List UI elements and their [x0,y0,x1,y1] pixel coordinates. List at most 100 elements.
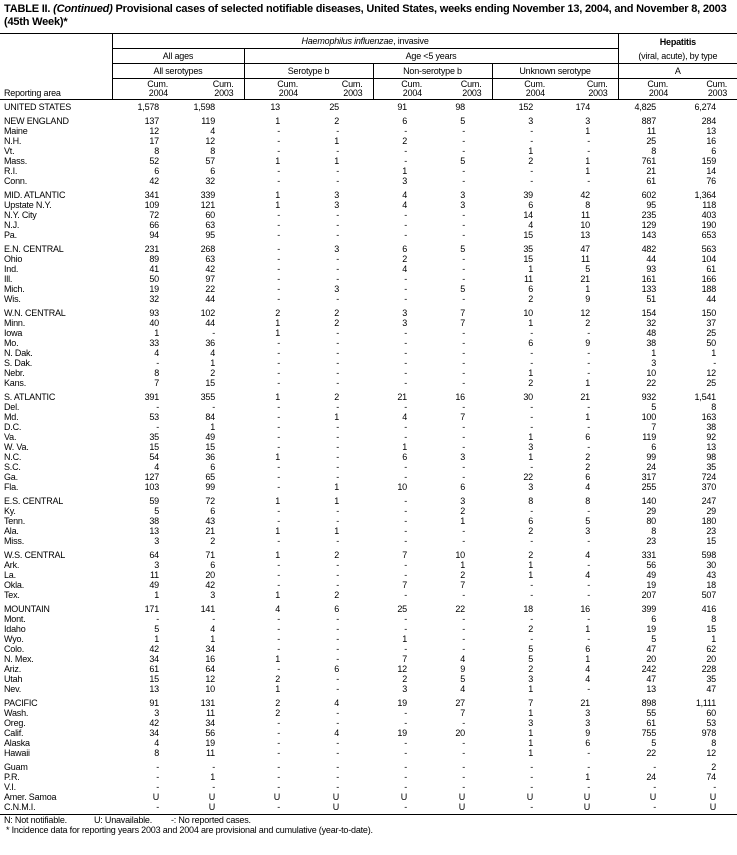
table-title: TABLE II. (Continued) Provisional cases … [0,0,737,33]
value-cell: - [277,126,280,136]
value-cell: 7 [460,318,465,328]
value-cell: 6 [460,482,465,492]
value-cell: 25 [397,604,407,614]
disease-hepatitis-header: Hepatitis [617,33,737,49]
value-cell: 119 [642,432,656,442]
value-cell: 6 [402,244,407,254]
value-cell: 355 [200,392,216,402]
table-row: N. Mex. 34 16 1 - 7 4 5 1 20 20 [0,654,737,664]
value-cell: 25 [646,136,656,146]
value-cell: - [462,762,465,772]
reporting-area-cell: Okla. [4,580,25,590]
value-cell: - [404,472,407,482]
value-cell: - [336,176,339,186]
cum-2003-header: Cum. 2003 [432,78,492,100]
value-cell: U [208,802,216,812]
value-cell: 4 [210,348,215,358]
value-cell: 2 [402,254,407,264]
value-cell: - [462,254,465,264]
value-cell: 2 [275,674,280,684]
value-cell: 25 [706,328,716,338]
value-cell: 12 [397,664,407,674]
value-cell: 42 [149,644,159,654]
value-cell: - [336,422,339,432]
value-cell: 64 [149,550,159,560]
value-cell: 21 [580,698,590,708]
value-cell: 1 [334,412,339,422]
table-row: V.I. - - - - - - - - - - [0,782,737,792]
value-cell: 8 [651,146,656,156]
value-cell: - [462,432,465,442]
value-cell: 17 [149,136,159,146]
value-cell: 174 [575,102,591,112]
value-cell: 5 [154,624,159,634]
value-cell: 1 [711,348,716,358]
value-cell: - [530,802,533,812]
value-cell: 1,111 [695,698,716,708]
value-cell: 18 [706,580,716,590]
value-cell: - [277,244,280,254]
reporting-area-cell: Ky. [4,506,16,516]
value-cell: 1 [275,318,280,328]
value-cell: - [404,328,407,338]
value-cell: 72 [149,210,159,220]
value-cell: - [277,136,280,146]
table-row: Oreg. 42 34 - - - - 3 3 61 53 [0,718,737,728]
reporting-area-header: Reporting area [0,78,112,100]
value-cell: 3 [585,526,590,536]
value-cell: - [277,738,280,748]
cum-2004-header: Cum. 2004 [111,78,178,100]
value-cell: - [336,210,339,220]
table-row: UNITED STATES 1,578 1,598 13 25 91 98 152 174 4,8… [0,102,737,112]
value-cell: 1 [334,496,339,506]
reporting-area-cell: Guam [4,762,28,772]
value-cell: - [277,284,280,294]
value-cell: - [277,230,280,240]
value-cell: 4 [210,624,215,634]
value-cell: - [277,412,280,422]
value-cell: 109 [144,200,160,210]
value-cell: - [277,772,280,782]
value-cell: - [462,718,465,728]
table-row: Ky. 5 6 - - - 2 - - 29 29 [0,506,737,516]
value-cell: - [336,254,339,264]
value-cell: - [277,472,280,482]
value-cell: 61 [646,176,656,186]
value-cell: 12 [205,674,215,684]
value-cell: 2 [528,550,533,560]
value-cell: - [277,614,280,624]
value-cell: 25 [706,378,716,388]
value-cell: - [277,570,280,580]
value-cell: - [404,762,407,772]
reporting-area-cell: Hawaii [4,748,30,758]
value-cell: 5 [460,244,465,254]
value-cell: - [462,748,465,758]
table-row: Mich. 19 22 - 3 - 5 6 1 133 188 [0,284,737,294]
reporting-area-cell: UNITED STATES [4,102,72,112]
value-cell: 6 [711,146,716,156]
value-cell: 4,825 [634,102,656,112]
table-row: D.C. - 1 - - - - - - 7 38 [0,422,737,432]
value-cell: 89 [149,254,159,264]
value-cell: 4 [585,550,590,560]
value-cell: - [404,294,407,304]
value-cell: - [587,506,590,516]
value-cell: 3 [460,496,465,506]
value-cell: 91 [397,102,407,112]
value-cell: - [277,748,280,758]
value-cell: - [336,442,339,452]
value-cell: 3 [154,708,159,718]
table-row: P.R. - 1 - - - - - 1 24 74 [0,772,737,782]
value-cell: 1 [210,422,215,432]
value-cell: - [462,230,465,240]
value-cell: 11 [581,210,590,220]
value-cell: 1 [585,166,590,176]
value-cell: - [404,432,407,442]
value-cell: 44 [205,294,215,304]
value-cell: 42 [149,176,159,186]
value-cell: 15 [706,624,716,634]
value-cell: 5 [528,644,533,654]
footnote-n: N: Not notifiable. [4,815,67,825]
value-cell: 95 [646,200,656,210]
value-cell: - [277,254,280,264]
